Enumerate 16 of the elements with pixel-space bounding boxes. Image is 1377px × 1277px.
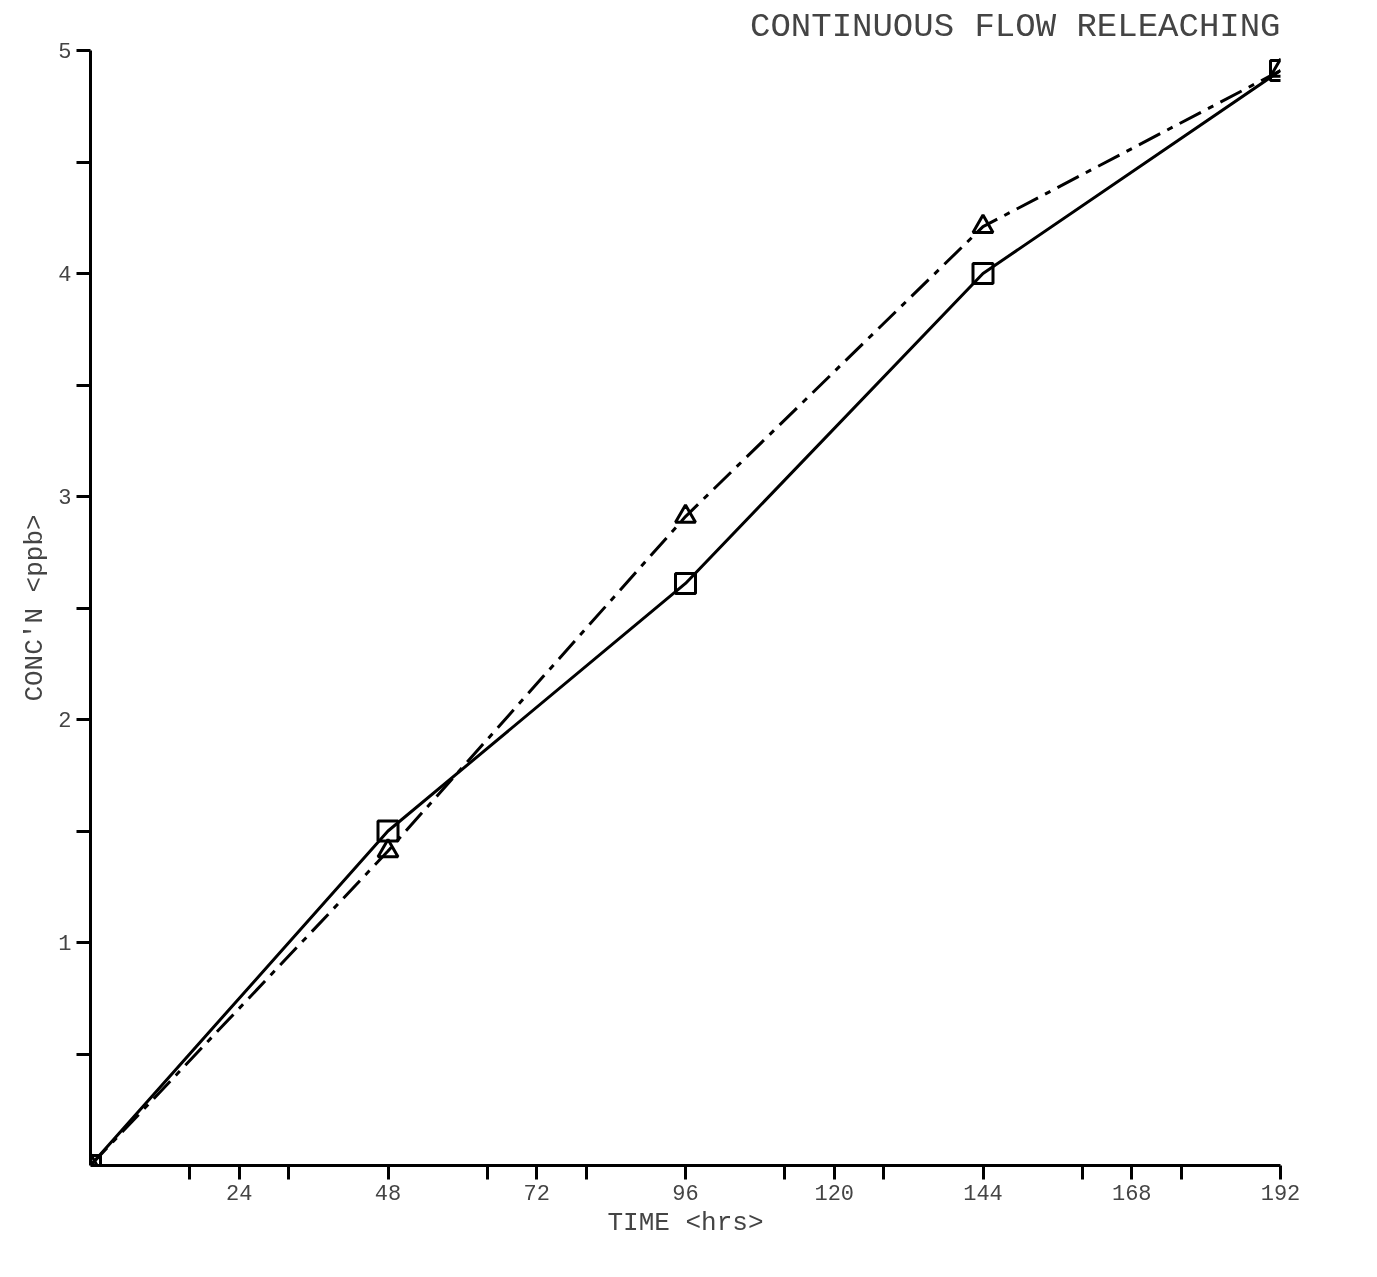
x-tick-label: 120	[814, 1181, 855, 1207]
y-tick-label: 5	[58, 40, 72, 65]
x-tick-label: 168	[1111, 1181, 1152, 1207]
y-tick-label: 2	[58, 709, 72, 734]
x-tick-label: 144	[963, 1181, 1003, 1207]
chart-title: CONTINUOUS FLOW RELEACHING	[750, 7, 1281, 46]
y-tick-label: 4	[58, 263, 72, 288]
x-tick-label: 192	[1260, 1181, 1301, 1207]
y-axis-title: CONC'N <ppb>	[20, 514, 51, 702]
x-axis-title: TIME <hrs>	[607, 1207, 764, 1238]
x-tick-label: 96	[672, 1181, 699, 1207]
x-tick-label: 72	[523, 1181, 550, 1207]
y-tick-label: 3	[58, 486, 72, 511]
x-tick-label: 48	[374, 1181, 402, 1207]
x-tick-label: 24	[226, 1181, 253, 1207]
y-tick-label: 1	[58, 932, 72, 957]
